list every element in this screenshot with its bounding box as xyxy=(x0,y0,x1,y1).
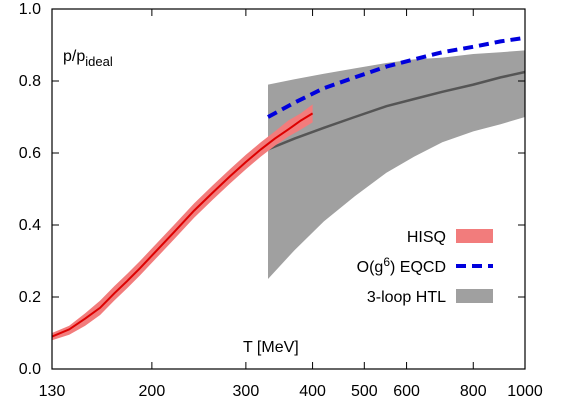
x-tick-label: 130 xyxy=(39,383,66,400)
legend-hisq-label: HISQ xyxy=(407,229,446,246)
plot-frame xyxy=(51,8,526,370)
hisq-central-line xyxy=(51,112,314,338)
y-tick-label: 1.0 xyxy=(19,1,41,18)
y-tick-label: 0.2 xyxy=(19,289,41,306)
legend-eqcd-label: O(g6) EQCD xyxy=(357,255,446,276)
x-tick-label: 1000 xyxy=(507,383,543,400)
x-tick-label: 400 xyxy=(299,383,326,400)
y-axis-label: p/pideal xyxy=(63,48,113,69)
legend-htl-label: 3-loop HTL xyxy=(367,289,446,306)
x-tick-label: 500 xyxy=(351,383,378,400)
y-tick-label: 0.0 xyxy=(19,361,41,378)
plot-area xyxy=(51,35,526,341)
ticks: 130 200 300 400 500 600 800 1000 0.0 0.2 0.4 0.6 0.8… xyxy=(19,1,543,400)
x-tick-label: 200 xyxy=(139,383,166,400)
eqcd-line xyxy=(267,35,526,119)
htl-band xyxy=(268,50,525,280)
htl-central-line xyxy=(267,70,526,151)
x-tick-label: 300 xyxy=(233,383,260,400)
x-axis-label: T [MeV] xyxy=(243,339,299,356)
y-tick-label: 0.6 xyxy=(19,145,41,162)
y-axis-label-subscript: ideal xyxy=(85,54,113,69)
x-tick-label: 800 xyxy=(460,383,487,400)
legend-htl-swatch xyxy=(456,289,493,303)
y-tick-label: 0.8 xyxy=(19,73,41,90)
y-tick-label: 0.4 xyxy=(19,217,41,234)
legend-hisq-swatch xyxy=(456,229,493,243)
legend: HISQ O(g6) EQCD 3-loop HTL xyxy=(357,229,493,306)
x-tick-label: 600 xyxy=(393,383,420,400)
